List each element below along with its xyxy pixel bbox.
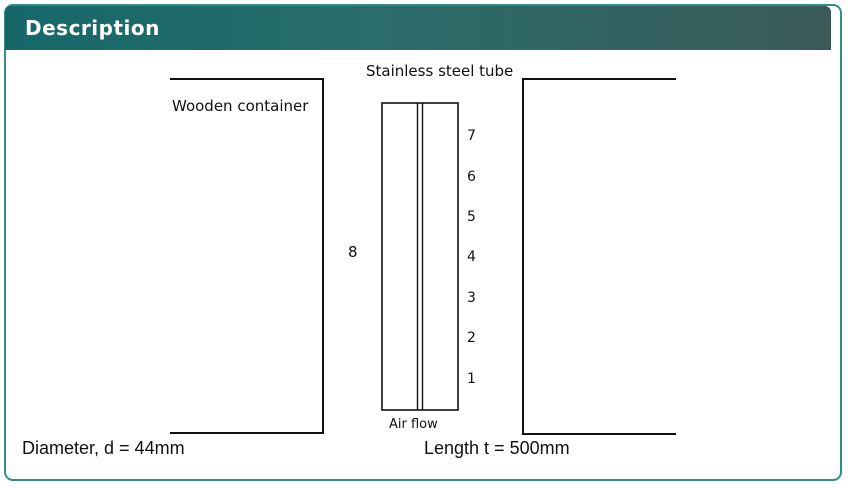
description-header: Description	[5, 6, 831, 50]
container-label: Wooden container	[172, 97, 309, 115]
thermocouple-label-2: 2	[467, 330, 476, 346]
thermocouple-label-1: 1	[467, 371, 476, 387]
tube-label: Stainless steel tube	[366, 62, 513, 80]
thermocouple-label-5: 5	[467, 209, 476, 225]
right-container-wall	[522, 78, 676, 435]
airflow-label: Air flow	[389, 417, 438, 432]
thermocouple-label-4: 4	[467, 249, 476, 265]
left-container-wall	[170, 78, 324, 434]
side-label-8: 8	[348, 243, 358, 261]
thermocouple-label-6: 6	[467, 169, 476, 185]
thermocouple-label-3: 3	[467, 290, 476, 306]
thermocouple-label-7: 7	[467, 128, 476, 144]
diameter-caption: Diameter, d = 44mm	[22, 438, 185, 458]
header-title: Description	[25, 16, 160, 40]
length-caption: Length t = 500mm	[424, 438, 570, 458]
tube-body	[381, 102, 459, 411]
